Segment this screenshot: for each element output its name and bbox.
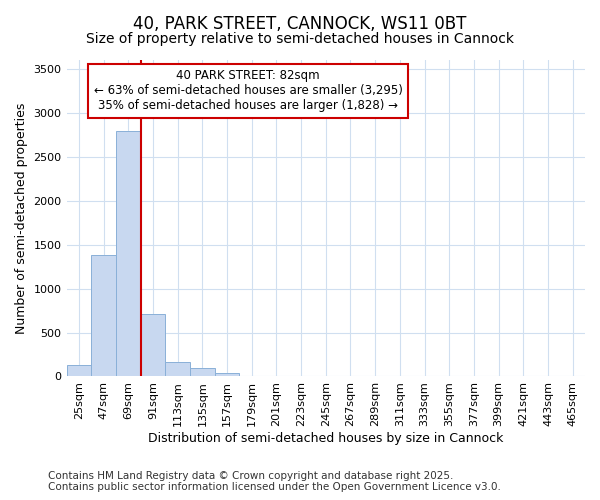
X-axis label: Distribution of semi-detached houses by size in Cannock: Distribution of semi-detached houses by …	[148, 432, 503, 445]
Bar	[215, 373, 239, 376]
Bar	[140, 314, 165, 376]
Bar	[190, 368, 215, 376]
Bar	[116, 131, 140, 376]
Bar	[67, 365, 91, 376]
Text: 40, PARK STREET, CANNOCK, WS11 0BT: 40, PARK STREET, CANNOCK, WS11 0BT	[133, 15, 467, 33]
Text: Size of property relative to semi-detached houses in Cannock: Size of property relative to semi-detach…	[86, 32, 514, 46]
Bar	[91, 255, 116, 376]
Y-axis label: Number of semi-detached properties: Number of semi-detached properties	[15, 102, 28, 334]
Bar	[165, 362, 190, 376]
Text: Contains HM Land Registry data © Crown copyright and database right 2025.
Contai: Contains HM Land Registry data © Crown c…	[48, 471, 501, 492]
Text: 40 PARK STREET: 82sqm
← 63% of semi-detached houses are smaller (3,295)
35% of s: 40 PARK STREET: 82sqm ← 63% of semi-deta…	[94, 70, 403, 112]
